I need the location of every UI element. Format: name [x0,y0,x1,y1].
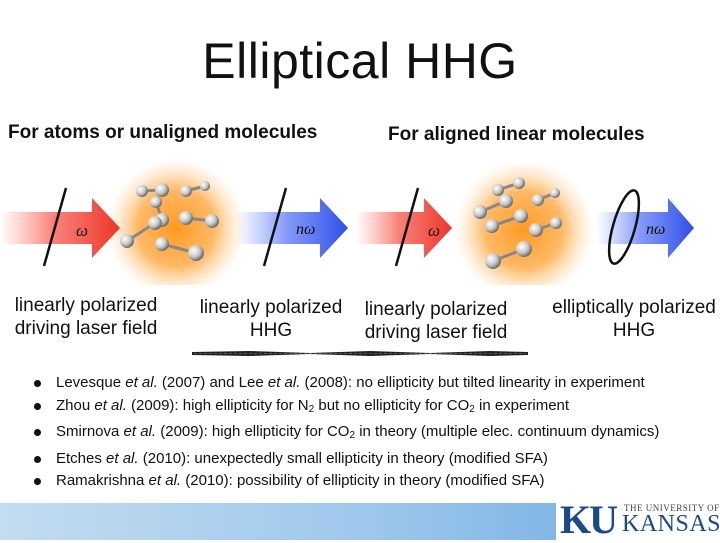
polarization-line-left-input [42,187,68,267]
bullet-text: Etches [56,449,107,467]
atoms-aligned [473,177,562,269]
bullet-text: Levesque [56,374,126,391]
reference-bullet-list: Levesque et al. (2007) and Lee et al. (2… [26,372,716,493]
bullet-text: (2008): no ellipticity but tilted linear… [300,374,645,391]
citation-et-al: et al. [94,396,127,414]
bullet-text: (2007) and Lee [157,374,268,391]
hhg-diagram: ω nω ω nω [0,158,694,285]
citation-et-al: et al. [267,374,301,391]
caption-line: linearly polarized [364,299,508,320]
caption-right-input: linearly polarized driving laser field [360,298,512,344]
caption-line: HHG [249,320,293,341]
omega-label-left: ω [76,221,88,240]
bullet-text: in experiment [474,396,570,414]
section-divider [192,351,528,356]
citation-et-al: et al. [123,423,157,440]
subscript: 2 [349,430,356,441]
polarization-ellipse-right-output [607,189,641,265]
citation-et-al: et al. [148,472,182,489]
reference-bullet-item: Smirnova et al. (2009): high ellipticity… [26,421,716,448]
polarization-line-left-output [262,187,288,267]
caption-line: driving laser field [364,322,508,343]
right-column-heading: For aligned linear molecules [388,124,645,145]
caption-line: HHG [612,320,656,341]
bullet-text: (2009): high ellipticity for N [126,396,309,414]
citation-et-al: et al. [125,374,158,391]
ku-logo-mark: KU [560,497,618,542]
bullet-text: Ramakrishna [56,472,149,489]
bullet-text: (2010): possibility of ellipticity in th… [181,472,545,489]
ku-logo-kansas-text: KANSAS [622,511,720,537]
n-omega-label-right: nω [646,221,665,238]
bullet-dot-icon [34,455,41,463]
caption-left-input: linearly polarized driving laser field [0,294,172,340]
bullet-text: but no ellipticity for CO [314,396,470,414]
reference-bullet-item: Etches et al. (2010): unexpectedly small… [26,448,716,471]
citation-et-al: et al. [106,449,139,467]
bullet-dot-icon [34,478,41,485]
interaction-glow-left [106,158,246,285]
hhg-arrow-right [596,198,694,258]
bullet-text: (2010): unexpectedly small ellipticity i… [138,449,548,467]
driving-field-arrow-left [0,198,120,258]
left-column-heading: For atoms or unaligned molecules [8,122,318,143]
caption-left-output: linearly polarized HHG [196,296,346,342]
bullet-text: Zhou [56,396,95,414]
bullet-text: in theory (multiple elec. continuum dyna… [355,423,660,440]
bullet-dot-icon [34,402,41,410]
bullet-text: Smirnova [56,423,124,440]
omega-label-right: ω [428,221,440,240]
interaction-glow-right [454,160,594,285]
caption-line: linearly polarized [14,295,158,316]
subscript: 2 [469,403,475,415]
bullet-dot-icon [34,380,41,387]
ku-logo-university-text: THE UNIVERSITY OF [624,503,720,513]
slide-title: Elliptical HHG [202,33,518,89]
hhg-arrow-left [236,198,348,258]
ku-logo-background [556,498,720,540]
subscript: 2 [308,403,315,415]
atoms-unaligned [120,181,219,261]
caption-line: elliptically polarized [552,297,716,318]
reference-bullet-item: Zhou et al. (2009): high ellipticity for… [26,395,716,422]
polarization-line-right-input [394,187,420,267]
bullet-dot-icon [34,429,41,436]
caption-line: driving laser field [14,318,158,339]
caption-line: linearly polarized [199,297,343,318]
driving-field-arrow-right [356,198,452,258]
bullet-text: (2009): high ellipticity for CO [156,423,350,440]
caption-right-output: elliptically polarized HHG [548,296,720,342]
reference-bullet-item: Levesque et al. (2007) and Lee et al. (2… [26,372,716,395]
reference-bullet-item: Ramakrishna et al. (2010): possibility o… [26,470,716,493]
n-omega-label-left: nω [296,221,315,238]
